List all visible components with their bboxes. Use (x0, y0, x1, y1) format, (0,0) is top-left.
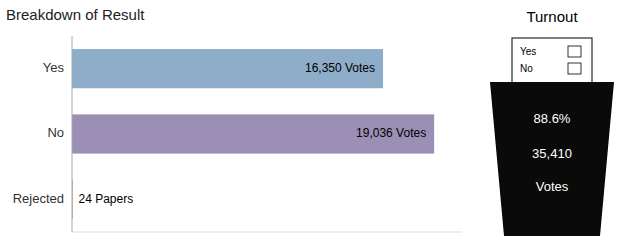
checkbox (568, 63, 581, 74)
bar (72, 49, 383, 88)
y-tick-label: No (47, 125, 64, 140)
y-tick-label: Yes (43, 60, 65, 75)
bar (72, 114, 434, 153)
data-label: 24 Papers (78, 192, 133, 206)
y-tick-label: Rejected (13, 191, 64, 206)
annotation: Turnout (526, 8, 578, 25)
annotation: Yes (520, 46, 536, 57)
title: Breakdown of Result (6, 6, 145, 23)
chart: Breakdown of Result 16,350 Votes 19,036 Vo… (0, 0, 637, 246)
y-axis-line (72, 36, 73, 232)
annotation: 35,410 (532, 146, 572, 161)
data-label: 19,036 Votes (356, 126, 426, 140)
ballot-box (490, 82, 614, 236)
turnout-panel: Turnout Yes No 88.6% 35,410 Votes (490, 8, 614, 236)
annotation: 88.6% (534, 111, 571, 126)
data-labels: 16,350 Votes 19,036 Votes 24 Papers (78, 61, 426, 206)
annotation: Votes (536, 179, 569, 194)
data-label: 16,350 Votes (305, 61, 375, 75)
bars (72, 49, 434, 219)
x-axis-line (72, 232, 462, 233)
annotation: No (520, 63, 533, 74)
checkbox (568, 46, 581, 57)
